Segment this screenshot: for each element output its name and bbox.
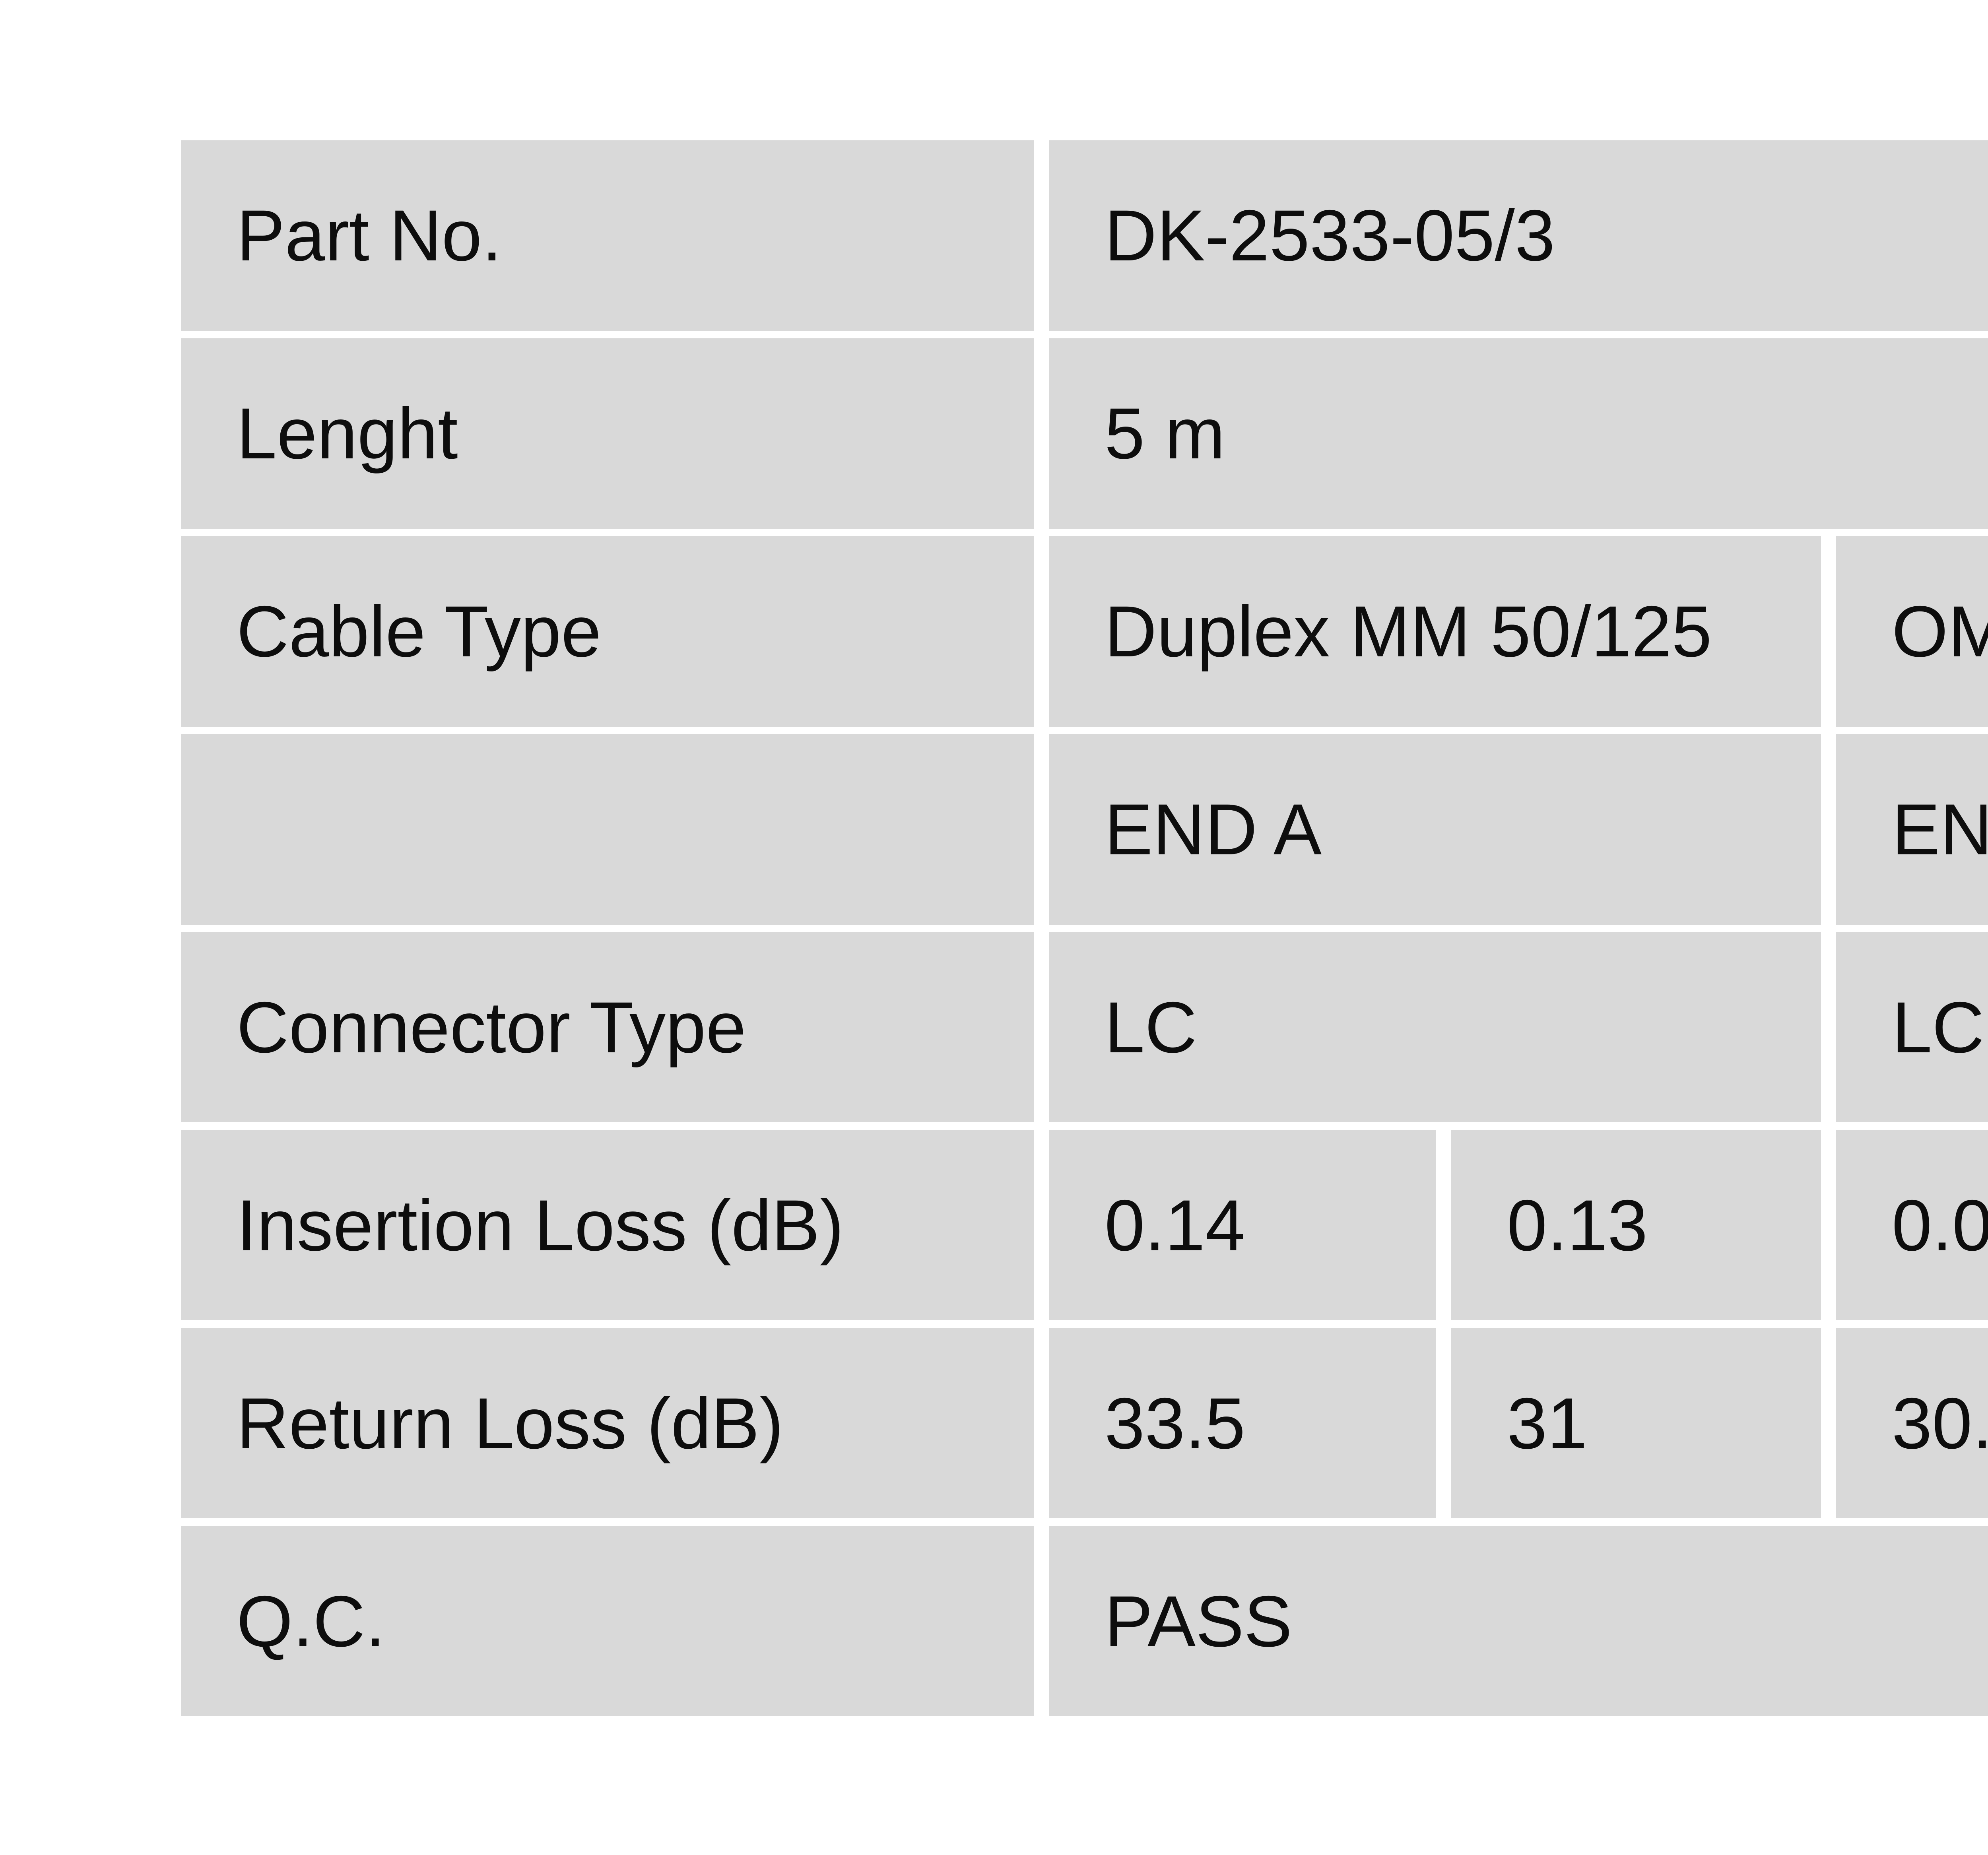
cell-end-header-empty <box>181 734 1034 925</box>
cell-insertion-loss-label: Insertion Loss (dB) <box>181 1130 1034 1321</box>
cell-cable-type-label: Cable Type <box>181 536 1034 727</box>
cell-connector-type-end-a: LC <box>1049 932 1821 1123</box>
cell-part-no-label: Part No. <box>181 140 1034 331</box>
cell-qc-label: Q.C. <box>181 1526 1034 1716</box>
cell-insertion-loss-end-a-2: 0.13 <box>1451 1130 1821 1321</box>
cell-cable-type-value-1: Duplex MM 50/125 <box>1049 536 1821 727</box>
cell-return-loss-end-a-2: 31 <box>1451 1328 1821 1519</box>
cell-connector-type-end-b: LC <box>1836 932 1988 1123</box>
cell-return-loss-end-a-1: 33.5 <box>1049 1328 1436 1519</box>
cell-connector-type-label: Connector Type <box>181 932 1034 1123</box>
cell-part-no-value: DK-2533-05/3 <box>1049 140 1988 331</box>
spec-table: Part No. DK-2533-05/3 Lenght 5 m Cable T… <box>181 140 1988 1716</box>
cell-insertion-loss-end-a-1: 0.14 <box>1049 1130 1436 1321</box>
cell-length-value: 5 m <box>1049 338 1988 529</box>
cell-qc-value: PASS <box>1049 1526 1988 1716</box>
cell-return-loss-label: Return Loss (dB) <box>181 1328 1034 1519</box>
cell-cable-type-value-2: OM3 LSZH <box>1836 536 1988 727</box>
cell-end-b-header: END B <box>1836 734 1988 925</box>
cell-end-a-header: END A <box>1049 734 1821 925</box>
cell-return-loss-end-b-1: 30.6 <box>1836 1328 1988 1519</box>
cell-insertion-loss-end-b-1: 0.05 <box>1836 1130 1988 1321</box>
cell-length-label: Lenght <box>181 338 1034 529</box>
